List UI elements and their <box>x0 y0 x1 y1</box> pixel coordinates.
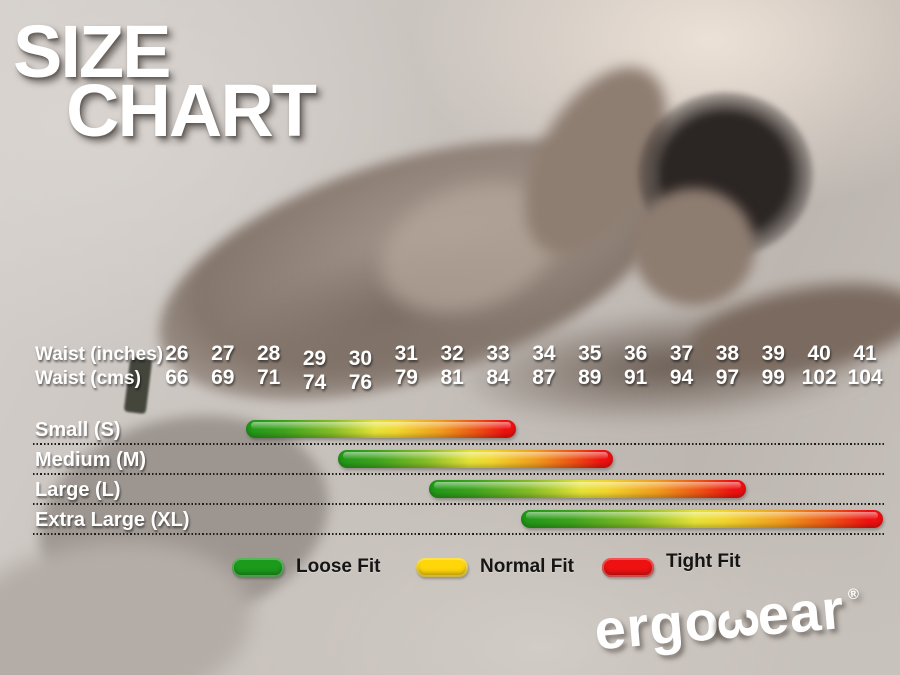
page-title-line2: CHART <box>66 69 317 152</box>
brand-logo-stylized-w: 3 <box>706 605 772 644</box>
size-label: Extra Large (XL) <box>35 509 190 531</box>
waist-cms-value: 102 <box>801 366 837 389</box>
page-title-line1: SIZE <box>13 10 171 93</box>
legend-label: Normal Fit <box>480 556 574 577</box>
legend-label: Loose Fit <box>296 556 381 577</box>
waist-cms-value: 99 <box>761 366 785 389</box>
fit-gradient-bar <box>429 480 746 498</box>
legend-color-pill <box>602 557 654 577</box>
waist-cms-value: 84 <box>486 366 510 389</box>
brand-logo-prefix: ergo <box>591 587 723 662</box>
legend-item: Normal Fit <box>416 556 574 578</box>
fit-gradient-bar <box>521 510 884 528</box>
dotted-divider <box>33 503 886 505</box>
waist-inches-value: 35 <box>578 342 602 365</box>
waist-inches-value: 26 <box>165 342 189 365</box>
waist-cms-value: 81 <box>440 366 464 389</box>
size-label: Large (L) <box>35 479 121 501</box>
waist-inches-value: 33 <box>486 342 510 365</box>
waist-cms-value: 89 <box>578 366 602 389</box>
size-label: Small (S) <box>35 419 121 441</box>
waist-inches-value: 37 <box>669 342 694 365</box>
dotted-divider <box>33 533 886 535</box>
fit-gradient-bar <box>337 450 613 468</box>
waist-inches-value: 30 <box>348 347 373 370</box>
dotted-divider <box>33 473 886 475</box>
waist-inches-value: 41 <box>853 342 877 365</box>
waist-cms-value: 91 <box>624 366 648 389</box>
size-row: Large (L) <box>0 475 900 505</box>
legend-color-pill <box>232 557 284 577</box>
waist-cms-value: 87 <box>532 366 556 389</box>
waist-inches-row: 26 27 28 29 30 31 32 33 34 35 36 37 38 39 40 41 <box>154 342 890 370</box>
waist-inches-value: 39 <box>761 342 785 365</box>
waist-inches-value: 31 <box>394 342 418 365</box>
size-label: Medium (M) <box>35 449 147 471</box>
waist-cms-value: 66 <box>165 366 189 389</box>
waist-inches-value: 29 <box>302 347 327 370</box>
size-row: Medium (M) <box>0 445 900 475</box>
waist-inches-label: Waist (inches) <box>35 344 164 365</box>
waist-cms-value: 79 <box>394 366 418 389</box>
legend-label: Tight Fit <box>666 551 741 572</box>
size-row: Small (S) <box>0 415 900 445</box>
waist-cms-value: 104 <box>847 366 883 389</box>
dotted-divider <box>33 443 886 445</box>
waist-inches-value: 36 <box>624 342 648 365</box>
registered-trademark-icon: ® <box>847 585 860 604</box>
waist-cms-value: 76 <box>348 371 373 394</box>
legend-item: Tight Fit <box>602 551 741 578</box>
bg-shape-face <box>633 188 755 306</box>
legend-item: Loose Fit <box>232 556 380 578</box>
legend-color-pill <box>416 557 468 577</box>
waist-cms-value: 97 <box>715 366 740 389</box>
size-row: Extra Large (XL) <box>0 505 900 535</box>
waist-inches-value: 32 <box>440 342 464 365</box>
waist-inches-value: 27 <box>211 342 235 365</box>
waist-cms-label: Waist (cms) <box>35 368 141 389</box>
waist-inches-value: 34 <box>532 342 556 365</box>
waist-inches-value: 40 <box>807 342 831 365</box>
waist-cms-value: 69 <box>211 366 235 389</box>
waist-inches-value: 38 <box>715 342 740 365</box>
fit-gradient-bar <box>245 420 517 438</box>
waist-cms-value: 71 <box>257 366 281 389</box>
waist-cms-row: 66 69 71 74 76 79 81 84 87 89 91 94 97 99 102 104 <box>154 366 890 394</box>
waist-inches-value: 28 <box>257 342 281 365</box>
waist-cms-value: 74 <box>302 371 327 394</box>
waist-cms-value: 94 <box>669 366 694 389</box>
